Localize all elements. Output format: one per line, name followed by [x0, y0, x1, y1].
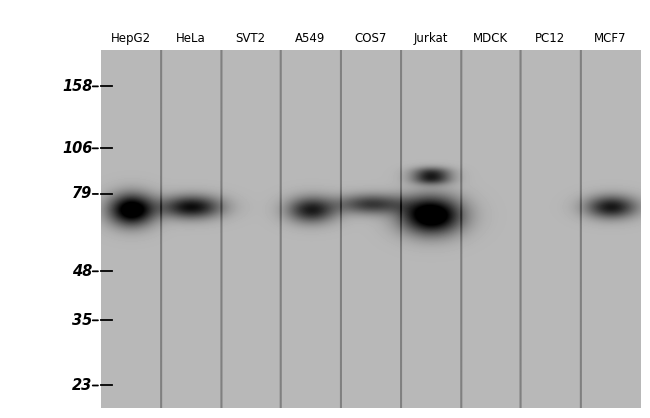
Text: 158: 158	[62, 79, 92, 94]
Text: 106: 106	[62, 141, 92, 156]
Text: 23: 23	[72, 378, 92, 393]
Text: SVT2: SVT2	[235, 32, 266, 45]
Text: 48: 48	[72, 264, 92, 279]
Text: 79: 79	[72, 186, 92, 201]
Text: MDCK: MDCK	[473, 32, 508, 45]
Text: COS7: COS7	[354, 32, 387, 45]
Text: MCF7: MCF7	[594, 32, 627, 45]
Text: HeLa: HeLa	[176, 32, 205, 45]
Text: Jurkat: Jurkat	[413, 32, 448, 45]
Text: PC12: PC12	[535, 32, 566, 45]
Text: 35: 35	[72, 313, 92, 328]
Text: HepG2: HepG2	[111, 32, 151, 45]
Text: A549: A549	[295, 32, 326, 45]
